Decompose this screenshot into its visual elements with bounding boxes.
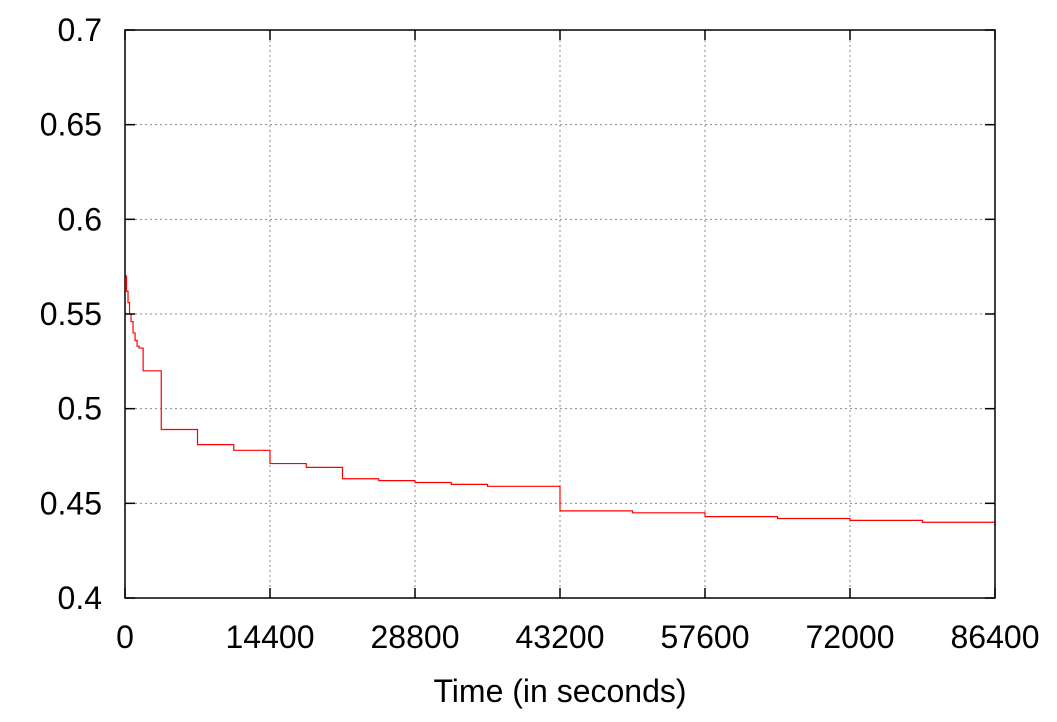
grid-lines: [125, 30, 995, 598]
data-series-line: [125, 275, 996, 527]
y-tick-label: 0.55: [40, 296, 102, 332]
x-tick-label: 28800: [371, 619, 460, 655]
x-tick-label: 72000: [806, 619, 895, 655]
y-tick-label: 0.6: [58, 201, 102, 237]
y-tick-label: 0.5: [58, 391, 102, 427]
series-lines: [125, 275, 996, 527]
y-tick-label: 0.45: [40, 485, 102, 521]
y-tick-label: 0.4: [58, 580, 102, 616]
x-tick-label: 0: [116, 619, 134, 655]
tick-labels: 0 14400 28800 43200 57600 72000 86400 0.4 0.45 0.…: [40, 12, 1040, 655]
x-tick-label: 86400: [951, 619, 1040, 655]
y-tick-label: 0.7: [58, 12, 102, 48]
axis-ticks: [124, 29, 996, 599]
y-tick-label: 0.65: [40, 107, 102, 143]
x-axis-title: Time (in seconds): [433, 673, 686, 709]
x-tick-label: 14400: [226, 619, 315, 655]
x-tick-label: 43200: [516, 619, 605, 655]
x-tick-label: 57600: [661, 619, 750, 655]
